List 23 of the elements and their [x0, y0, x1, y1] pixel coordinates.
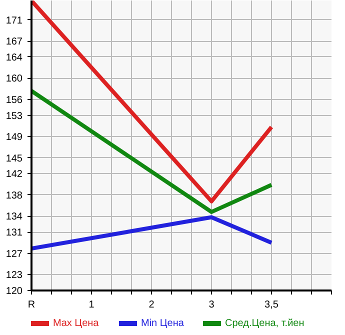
y-tick-label: 156: [6, 94, 23, 106]
x-tick-label: 3,5: [264, 300, 279, 310]
y-tick-label: 131: [6, 228, 23, 239]
y-tick-label: 149: [6, 132, 23, 144]
legend-label: Min Цена: [141, 318, 184, 328]
x-tick-label: 3: [208, 300, 215, 310]
y-tick-label: 142: [6, 169, 23, 180]
x-tick-label: 2: [148, 300, 155, 310]
y-tick-label: 145: [6, 153, 23, 164]
y-tick-label: 127: [6, 248, 23, 260]
y-tick-label: 167: [6, 36, 23, 48]
legend-label: Сред.Цена, т.йен: [225, 318, 304, 328]
y-tick-label: 120: [6, 286, 23, 297]
y-tick-label: 171: [6, 15, 23, 26]
x-tick-label: R: [28, 300, 36, 310]
y-tick-label: 138: [6, 190, 23, 202]
y-tick-label: 123: [6, 270, 23, 282]
y-tick-label: 160: [6, 74, 23, 85]
x-tick-label: 1: [88, 300, 95, 310]
y-tick-label: 153: [6, 110, 23, 122]
y-tick-label: 134: [6, 212, 23, 223]
legend-label: Max Цена: [53, 318, 99, 328]
y-tick-label: 164: [6, 52, 23, 64]
